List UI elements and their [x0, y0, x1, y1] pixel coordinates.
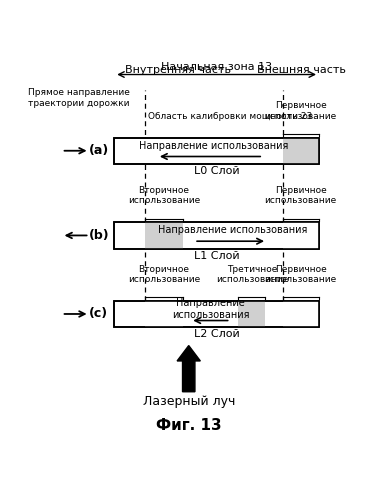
Text: Направление использования: Направление использования: [139, 141, 289, 151]
Text: L0 Слой: L0 Слой: [194, 166, 239, 176]
Text: Внешняя часть: Внешняя часть: [258, 65, 346, 75]
Text: (b): (b): [89, 229, 109, 242]
Text: Третичное
использование: Третичное использование: [216, 264, 288, 284]
Text: Начальная зона 13: Начальная зона 13: [161, 62, 272, 72]
Text: Лазерный луч: Лазерный луч: [142, 395, 235, 408]
Polygon shape: [177, 345, 200, 392]
Bar: [283, 138, 319, 164]
Text: Область калибровки мощности 23: Область калибровки мощности 23: [148, 112, 312, 121]
Text: Первичное
использование: Первичное использование: [265, 186, 337, 206]
Text: Первичное
использование: Первичное использование: [265, 101, 337, 121]
Text: Фиг. 13: Фиг. 13: [156, 418, 221, 433]
Bar: [145, 223, 183, 249]
Text: Вторичное
использование: Вторичное использование: [128, 186, 200, 206]
Bar: [283, 223, 319, 249]
Text: L2 Слой: L2 Слой: [194, 329, 239, 339]
Text: (c): (c): [89, 307, 108, 320]
Bar: [114, 301, 319, 327]
Bar: [145, 301, 183, 327]
Text: Вторичное
использование: Вторичное использование: [128, 264, 200, 284]
Bar: [114, 223, 319, 249]
Text: Направление использования: Направление использования: [158, 225, 307, 235]
Bar: [283, 301, 319, 327]
Bar: [114, 138, 319, 164]
Text: L1 Слой: L1 Слой: [194, 251, 239, 261]
Text: (a): (a): [89, 144, 109, 157]
Bar: [114, 301, 319, 327]
Bar: [238, 301, 265, 327]
Bar: [114, 138, 319, 164]
Text: Направление
использования: Направление использования: [172, 298, 249, 319]
Text: Прямое направление
траектории дорожки: Прямое направление траектории дорожки: [28, 88, 130, 108]
Text: Первичное
использование: Первичное использование: [265, 264, 337, 284]
Bar: [114, 223, 319, 249]
Text: Внутренняя часть: Внутренняя часть: [125, 65, 231, 75]
